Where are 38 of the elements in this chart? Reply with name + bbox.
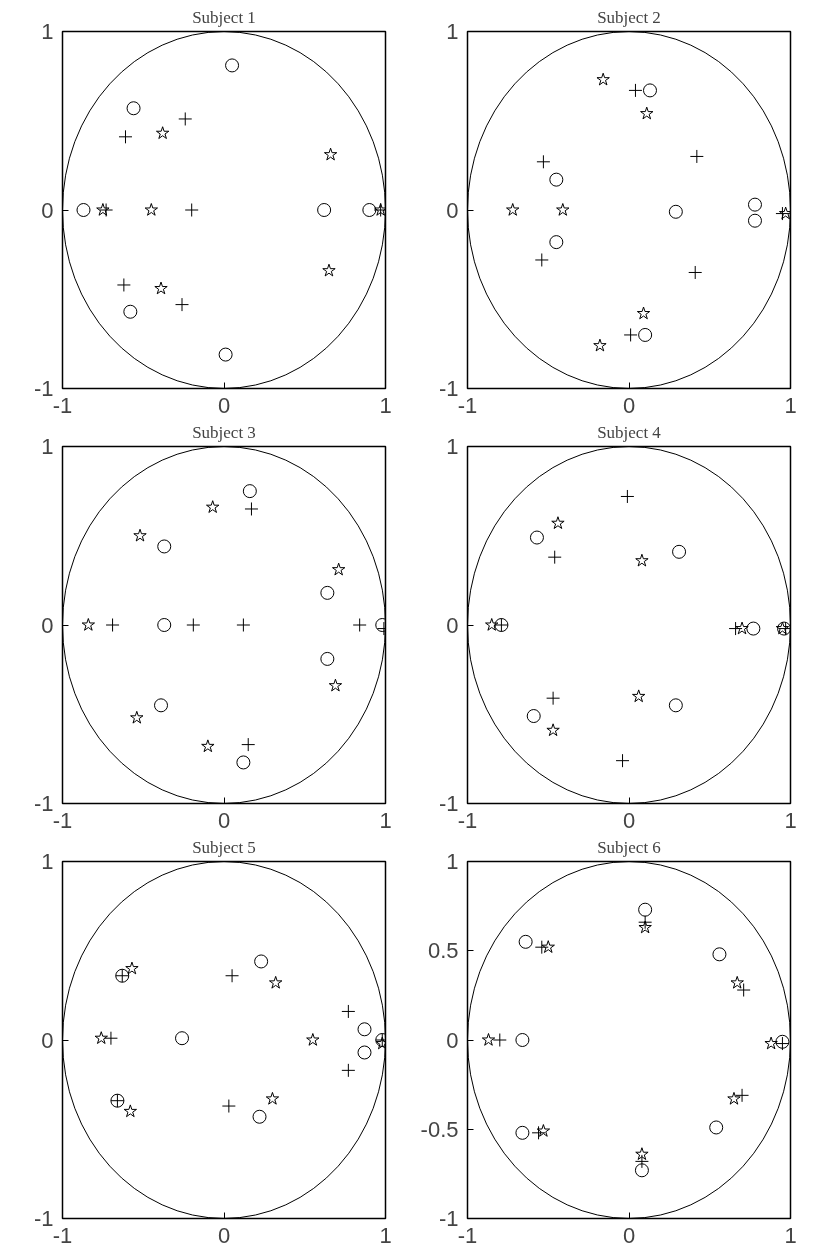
x-tick-label: 1: [379, 392, 392, 418]
y-tick-label: -0.5: [420, 1116, 459, 1142]
y-tick-label: 0: [41, 1027, 54, 1053]
x-tick-label: 1: [784, 1222, 797, 1248]
y-tick-label: -1: [33, 1206, 54, 1231]
y-tick-label: 1: [446, 434, 459, 459]
chart-title: Subject 6: [597, 837, 661, 857]
x-tick-label: 0: [622, 807, 636, 833]
x-tick-label: 0: [217, 1222, 231, 1248]
y-tick-label: 1: [446, 849, 459, 874]
x-tick-label: 0: [622, 1222, 636, 1248]
x-tick-label: 1: [784, 807, 797, 833]
x-tick-label: 0: [217, 392, 231, 418]
y-tick-label: 0.5: [427, 938, 459, 964]
y-tick-label: 0: [446, 1027, 459, 1053]
x-tick-label: 1: [784, 392, 797, 418]
chart-title: Subject 5: [192, 837, 256, 857]
y-tick-label: 0: [41, 612, 54, 638]
y-tick-label: 1: [446, 19, 459, 44]
y-tick-label: -1: [438, 376, 459, 401]
y-tick-label: 1: [41, 849, 54, 874]
y-tick-label: 1: [41, 434, 54, 459]
y-tick-label: -1: [438, 791, 459, 816]
x-tick-label: 0: [622, 392, 636, 418]
y-tick-label: 0: [41, 197, 54, 223]
y-tick-label: -1: [33, 376, 54, 401]
y-tick-label: 0: [446, 197, 459, 223]
chart-title: Subject 4: [597, 422, 662, 442]
x-tick-label: 1: [379, 1222, 392, 1248]
y-tick-label: -1: [438, 1206, 459, 1231]
chart-title: Subject 1: [192, 7, 256, 27]
y-tick-label: 0: [446, 612, 459, 638]
x-tick-label: 0: [217, 807, 231, 833]
y-tick-label: 1: [41, 19, 54, 44]
chart-title: Subject 2: [597, 7, 661, 27]
y-tick-label: -1: [33, 791, 54, 816]
chart-title: Subject 3: [192, 422, 256, 442]
x-tick-label: 1: [379, 807, 392, 833]
